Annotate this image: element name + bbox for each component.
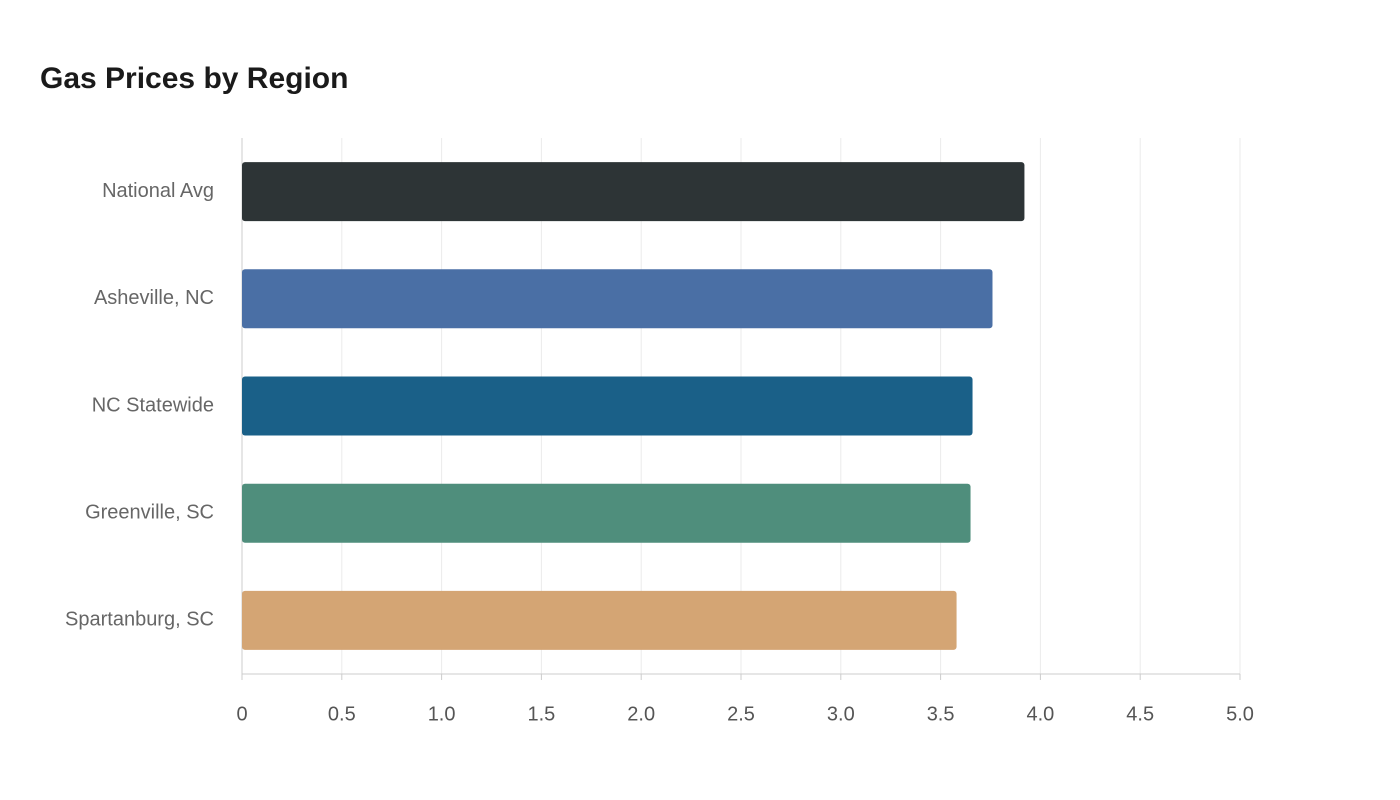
x-tick-label: 2.0 xyxy=(627,703,655,725)
x-tick-label: 4.5 xyxy=(1126,703,1154,725)
y-tick-label: Spartanburg, SC xyxy=(65,609,214,631)
x-tick-label: 1.0 xyxy=(428,703,456,725)
x-tick-label: 0 xyxy=(236,703,247,725)
y-tick-label: NC Statewide xyxy=(92,394,214,416)
bar xyxy=(242,269,993,329)
x-tick-label: 5.0 xyxy=(1226,703,1254,725)
bar xyxy=(242,483,971,543)
y-tick-label: National Avg xyxy=(102,180,214,202)
x-tick-label: 0.5 xyxy=(328,703,356,725)
bar xyxy=(242,376,973,436)
x-tick-label: 2.5 xyxy=(727,703,755,725)
x-tick-label: 1.5 xyxy=(527,703,555,725)
y-tick-label: Asheville, NC xyxy=(94,287,214,309)
x-tick-label: 4.0 xyxy=(1026,703,1054,725)
bar xyxy=(242,590,957,650)
y-tick-label: Greenville, SC xyxy=(85,501,214,523)
x-tick-label: 3.5 xyxy=(927,703,955,725)
bar xyxy=(242,162,1025,222)
x-tick-label: 3.0 xyxy=(827,703,855,725)
chart-title: Gas Prices by Region xyxy=(40,62,348,95)
